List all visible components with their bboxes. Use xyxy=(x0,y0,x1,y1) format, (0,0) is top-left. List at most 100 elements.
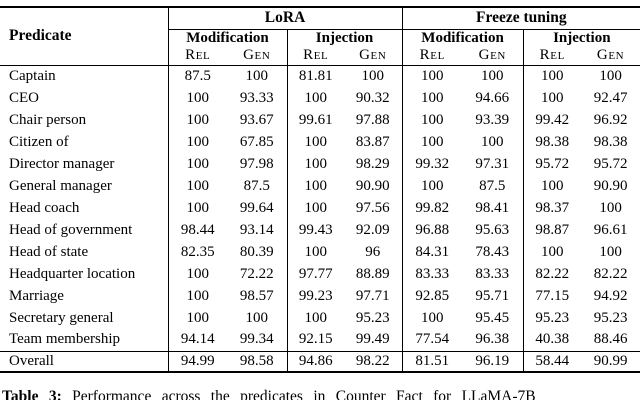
value-cell: 100 xyxy=(421,111,444,128)
value-cell: 97.98 xyxy=(227,153,288,175)
table-row: Team membership 94.14 99.34 92.15 99.49 … xyxy=(0,329,640,351)
value-cell: 100 xyxy=(421,133,444,150)
value-cell: 98.37 xyxy=(535,199,570,216)
value-cell: 82.22 xyxy=(593,265,628,282)
value-cell: 72.22 xyxy=(227,263,288,285)
value-cell: 100 xyxy=(304,133,328,150)
predicate-cell: Head of state xyxy=(0,241,169,263)
subheader-freeze-modification: Modification xyxy=(402,29,524,47)
metric-header-gen: Gen xyxy=(227,47,288,66)
table-row: Secretary general 100 100 100 95.23 100 … xyxy=(0,307,640,329)
value-cell: 97.88 xyxy=(344,109,403,131)
value-cell: 96.19 xyxy=(462,350,524,372)
metric-header-row: Rel Gen Rel Gen Rel Gen Rel Gen xyxy=(0,47,640,66)
table-row: Headquarter location 100 72.22 97.77 88.… xyxy=(0,263,640,285)
group-header-row: Predicate LoRA Freeze tuning xyxy=(0,7,640,66)
caption-label: Table 3: xyxy=(2,388,62,400)
value-cell: 98.22 xyxy=(344,350,403,372)
table-row: CEO 100 93.33 100 90.32 100 94.66 100 92… xyxy=(0,87,640,109)
value-cell: 100 xyxy=(304,89,328,106)
value-cell: 90.32 xyxy=(344,87,403,109)
value-cell: 100 xyxy=(462,131,524,153)
value-cell: 100 xyxy=(304,199,328,216)
value-cell: 90.99 xyxy=(581,350,640,372)
value-cell: 100 xyxy=(599,243,622,260)
value-cell: 100 xyxy=(541,89,564,106)
value-cell: 67.85 xyxy=(227,131,288,153)
value-cell: 97.31 xyxy=(462,153,524,175)
table-header: Predicate LoRA Freeze tuning Modificatio… xyxy=(0,7,640,66)
predicate-cell: Citizen of xyxy=(0,131,169,153)
results-table: Predicate LoRA Freeze tuning Modificatio… xyxy=(0,6,640,373)
value-cell: 100 xyxy=(186,111,210,128)
value-cell: 78.43 xyxy=(462,241,524,263)
value-cell: 99.23 xyxy=(298,287,333,304)
metric-header-gen: Gen xyxy=(581,47,640,66)
value-cell: 100 xyxy=(227,307,288,329)
value-cell: 77.15 xyxy=(535,287,570,304)
value-cell: 40.38 xyxy=(535,331,570,348)
value-cell: 87.5 xyxy=(462,175,524,197)
table-row: Marriage 100 98.57 99.23 97.71 92.85 95.… xyxy=(0,285,640,307)
value-cell: 95.72 xyxy=(535,155,570,172)
value-cell: 100 xyxy=(186,265,210,282)
value-cell: 95.23 xyxy=(535,309,570,326)
value-cell: 99.82 xyxy=(415,199,450,216)
value-cell: 100 xyxy=(304,309,328,326)
value-cell: 92.85 xyxy=(415,287,450,304)
value-cell: 94.92 xyxy=(593,287,628,304)
group-header-freeze-tuning: Freeze tuning xyxy=(402,7,640,30)
value-cell: 100 xyxy=(304,177,328,194)
predicate-cell: Director manager xyxy=(0,153,169,175)
value-cell: 81.51 xyxy=(402,350,463,372)
value-cell: 82.22 xyxy=(535,265,570,282)
table-caption: Table 3: Performance across the predicat… xyxy=(2,388,638,400)
value-cell: 97.56 xyxy=(344,197,403,219)
value-cell: 95.23 xyxy=(593,309,628,326)
value-cell: 88.89 xyxy=(344,263,403,285)
predicate-cell: Head coach xyxy=(0,197,169,219)
value-cell: 100 xyxy=(462,65,524,87)
value-cell: 98.41 xyxy=(462,197,524,219)
predicate-cell: Headquarter location xyxy=(0,263,169,285)
value-cell: 96.88 xyxy=(415,221,450,238)
value-cell: 90.90 xyxy=(344,175,403,197)
value-cell: 90.90 xyxy=(593,177,628,194)
value-cell: 95.72 xyxy=(593,155,628,172)
metric-header-gen: Gen xyxy=(344,47,403,66)
value-cell: 100 xyxy=(186,133,210,150)
value-cell: 96.38 xyxy=(462,329,524,351)
table-row: Captain 87.5 100 81.81 100 100 100 100 1… xyxy=(0,65,640,87)
value-cell: 84.31 xyxy=(415,243,450,260)
value-cell: 100 xyxy=(421,67,444,84)
predicate-cell: Head of government xyxy=(0,219,169,241)
table-row: Head of state 82.35 80.39 100 96 84.31 7… xyxy=(0,241,640,263)
value-cell: 100 xyxy=(599,199,622,216)
group-header-lora: LoRA xyxy=(168,7,403,30)
value-cell: 93.39 xyxy=(462,109,524,131)
value-cell: 98.29 xyxy=(344,153,403,175)
subgroup-header-row: Modification Injection Modification Inje… xyxy=(0,29,640,47)
table-row: Director manager 100 97.98 100 98.29 99.… xyxy=(0,153,640,175)
predicate-cell: Chair person xyxy=(0,109,169,131)
value-cell: 95.71 xyxy=(462,285,524,307)
value-cell: 94.99 xyxy=(168,350,227,372)
value-cell: 88.46 xyxy=(593,331,628,348)
predicate-cell: Overall xyxy=(0,350,169,372)
value-cell: 95.23 xyxy=(344,307,403,329)
value-cell: 92.09 xyxy=(344,219,403,241)
caption-text: Performance across the predicates in Cou… xyxy=(72,388,536,400)
value-cell: 100 xyxy=(304,243,328,260)
value-cell: 82.35 xyxy=(180,243,215,260)
table-row: General manager 100 87.5 100 90.90 100 8… xyxy=(0,175,640,197)
value-cell: 98.87 xyxy=(535,221,570,238)
value-cell: 81.81 xyxy=(298,67,333,84)
value-cell: 96.61 xyxy=(593,221,628,238)
metric-header-gen: Gen xyxy=(462,47,524,66)
metric-header-rel: Rel xyxy=(287,47,344,66)
value-cell: 96.92 xyxy=(593,111,628,128)
value-cell: 96 xyxy=(344,241,403,263)
value-cell: 94.14 xyxy=(180,331,215,348)
value-cell: 95.63 xyxy=(462,219,524,241)
value-cell: 100 xyxy=(186,199,210,216)
